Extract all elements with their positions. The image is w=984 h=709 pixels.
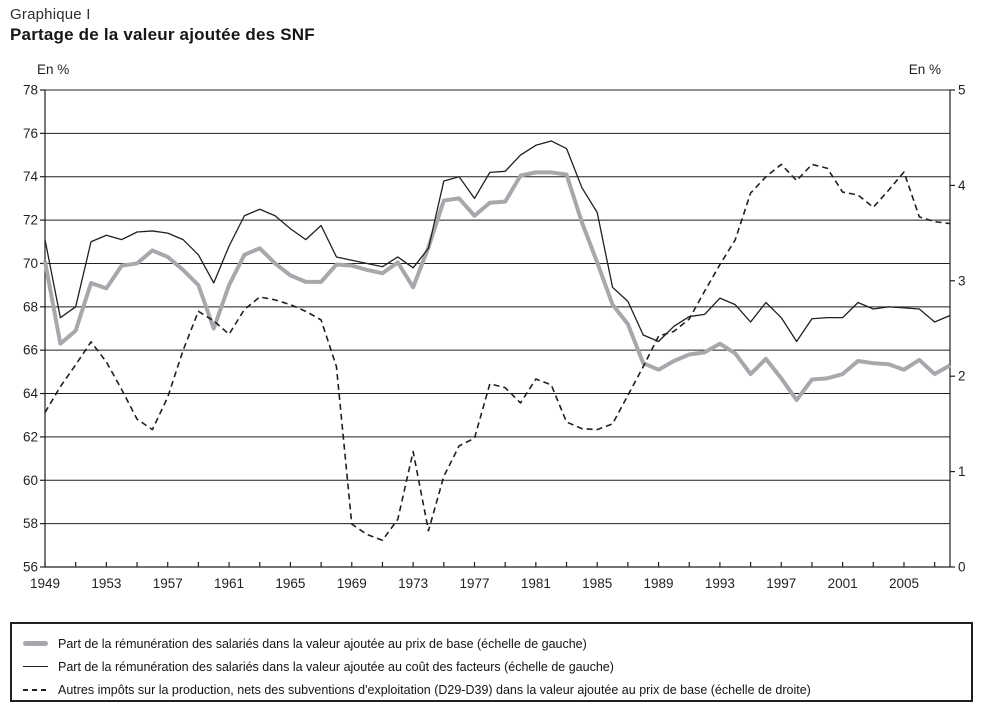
svg-text:1953: 1953 [91,576,121,591]
svg-text:1: 1 [958,464,966,479]
legend: Part de la rémunération des salariés dan… [10,622,973,702]
legend-item-label: Part de la rémunération des salariés dan… [58,636,587,651]
svg-text:0: 0 [958,560,966,575]
svg-text:2001: 2001 [828,576,858,591]
svg-text:1985: 1985 [582,576,612,591]
thin-black-line-icon [23,665,48,668]
legend-item: Part de la rémunération des salariés dan… [23,655,971,678]
svg-text:76: 76 [23,126,38,141]
svg-text:74: 74 [23,169,39,184]
page-title: Partage de la valeur ajoutée des SNF [10,25,315,44]
svg-text:62: 62 [23,429,38,444]
right-axis-unit: En % [908,62,941,77]
svg-text:5: 5 [958,83,966,98]
svg-text:1957: 1957 [153,576,183,591]
gridlines [45,89,950,525]
svg-text:1981: 1981 [521,576,551,591]
svg-text:3: 3 [958,273,966,288]
svg-text:1997: 1997 [766,576,796,591]
legend-item: Part de la rémunération des salariés dan… [23,632,971,655]
svg-text:1961: 1961 [214,576,244,591]
svg-text:1973: 1973 [398,576,428,591]
svg-text:72: 72 [23,213,38,228]
legend-item-label: Autres impôts sur la production, nets de… [58,682,811,697]
chart-label: Graphique I [10,6,91,23]
svg-text:56: 56 [23,560,38,575]
svg-text:58: 58 [23,516,38,531]
svg-text:1965: 1965 [275,576,305,591]
axis-ticks [40,89,955,568]
svg-text:4: 4 [958,178,966,193]
svg-text:68: 68 [23,299,38,314]
legend-item: Autres impôts sur la production, nets de… [23,678,971,701]
right-axis-labels: 0 1 2 3 4 5 [958,83,966,575]
dashed-black-line-icon [23,688,48,691]
svg-text:1969: 1969 [337,576,367,591]
left-axis-unit: En % [37,62,70,77]
svg-text:60: 60 [23,473,38,488]
x-axis-labels: 1949 1953 1957 1961 1965 1969 1973 1977 1981 1985… [30,576,919,591]
svg-text:64: 64 [23,386,39,401]
thick-gray-line-icon [23,641,48,646]
svg-text:66: 66 [23,343,38,358]
svg-text:1993: 1993 [705,576,735,591]
svg-text:1977: 1977 [459,576,489,591]
left-axis-labels: 56 58 60 62 64 66 68 70 72 74 76 78 [23,83,39,575]
series-line-cout-des-facteurs [44,140,951,343]
svg-text:1949: 1949 [30,576,60,591]
svg-text:1989: 1989 [644,576,674,591]
axes [44,90,951,568]
svg-text:2005: 2005 [889,576,919,591]
series-line-prix-de-base [43,170,951,403]
svg-text:78: 78 [23,83,38,98]
legend-item-label: Part de la rémunération des salariés dan… [58,659,614,674]
svg-text:2: 2 [958,369,966,384]
svg-text:70: 70 [23,256,38,271]
series-line-autres-impots [44,163,951,542]
